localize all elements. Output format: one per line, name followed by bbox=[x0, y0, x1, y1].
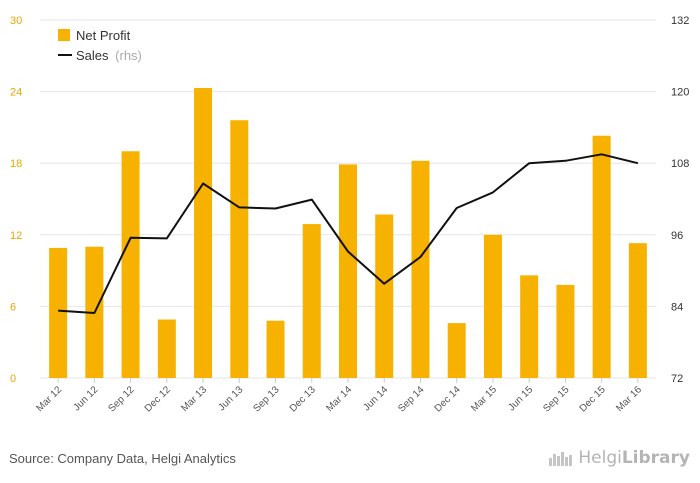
net-profit-bar bbox=[592, 135, 611, 378]
legend-label-net-profit: Net Profit bbox=[76, 28, 131, 43]
net-profit-bar bbox=[121, 151, 140, 378]
left-axis-tick-label: 12 bbox=[10, 230, 22, 242]
brand-text-light: Helgi bbox=[578, 448, 622, 468]
net-profit-bars bbox=[49, 88, 647, 379]
net-profit-bar bbox=[49, 247, 68, 378]
left-axis-tick-label: 0 bbox=[10, 373, 16, 385]
left-axis-ticks: 0 6 12 18 24 30 bbox=[10, 15, 22, 385]
net-profit-bar bbox=[520, 275, 539, 378]
legend: Net Profit Sales (rhs) bbox=[58, 28, 142, 63]
helgi-library-logo-icon bbox=[549, 452, 573, 466]
x-axis-tick-label: Jun 14 bbox=[361, 384, 390, 413]
net-profit-bar bbox=[411, 160, 430, 378]
sales-line bbox=[58, 153, 639, 314]
net-profit-bar bbox=[230, 120, 249, 379]
left-axis-tick-label: 18 bbox=[10, 158, 22, 170]
x-axis-tick-label: Sep 12 bbox=[107, 384, 137, 414]
source-note: Source: Company Data, Helgi Analytics bbox=[9, 451, 236, 466]
legend-sales-name: Sales bbox=[76, 48, 109, 63]
x-axis-tick-label: Dec 13 bbox=[288, 384, 318, 414]
net-profit-bar bbox=[339, 164, 357, 378]
brand-logo: HelgiLibrary bbox=[548, 448, 690, 468]
right-axis-tick-label: 108 bbox=[671, 158, 689, 170]
right-axis-tick-label: 132 bbox=[671, 15, 689, 27]
x-axis-tick-label: Sep 13 bbox=[251, 384, 281, 414]
net-profit-bar bbox=[447, 323, 466, 378]
right-axis-tick-label: 72 bbox=[671, 373, 683, 385]
net-profit-bar bbox=[483, 234, 502, 378]
net-profit-bar bbox=[628, 243, 647, 378]
right-axis-ticks: 72 84 96 108 120 132 bbox=[671, 15, 689, 385]
x-axis-tick-label: Mar 12 bbox=[34, 384, 64, 414]
brand-text: HelgiLibrary bbox=[578, 448, 690, 468]
net-profit-bar bbox=[302, 224, 321, 378]
x-axis-ticks: Mar 12 Jun 12 Sep 12 Dec 12 Mar 13 Jun 13 Sep … bbox=[34, 378, 644, 415]
x-axis-tick-label: Dec 12 bbox=[143, 384, 173, 414]
x-axis-tick-label: Jun 13 bbox=[216, 384, 245, 413]
x-axis-tick-label: Dec 15 bbox=[578, 384, 608, 414]
brand-text-strong: Library bbox=[621, 448, 690, 468]
x-axis-tick-label: Mar 16 bbox=[614, 384, 644, 414]
legend-swatch-net-profit bbox=[58, 29, 70, 41]
legend-sales-suffix: (rhs) bbox=[115, 48, 142, 63]
x-axis-tick-label: Jun 15 bbox=[506, 384, 535, 413]
x-axis-tick-label: Mar 14 bbox=[324, 384, 354, 414]
x-axis-tick-label: Dec 14 bbox=[433, 384, 463, 414]
left-axis-tick-label: 30 bbox=[10, 15, 22, 27]
x-axis-tick-label: Sep 14 bbox=[396, 384, 426, 414]
right-axis-tick-label: 96 bbox=[671, 230, 683, 242]
net-profit-bar bbox=[194, 88, 213, 379]
left-axis-tick-label: 24 bbox=[10, 87, 22, 99]
x-axis-tick-label: Mar 13 bbox=[179, 384, 209, 414]
right-axis-tick-label: 84 bbox=[671, 301, 683, 313]
net-profit-bar bbox=[375, 214, 394, 378]
net-profit-bar bbox=[556, 284, 575, 378]
x-axis-tick-label: Sep 15 bbox=[541, 384, 571, 414]
left-axis-tick-label: 6 bbox=[10, 301, 16, 313]
legend-label-sales: Sales (rhs) bbox=[76, 48, 142, 63]
sales-line-path bbox=[58, 153, 639, 314]
x-axis-tick-label: Jun 12 bbox=[71, 384, 100, 413]
x-axis-tick-label: Mar 15 bbox=[469, 384, 499, 414]
net-profit-bar bbox=[157, 319, 176, 378]
right-axis-tick-label: 120 bbox=[671, 87, 689, 99]
net-profit-bar bbox=[266, 320, 285, 378]
